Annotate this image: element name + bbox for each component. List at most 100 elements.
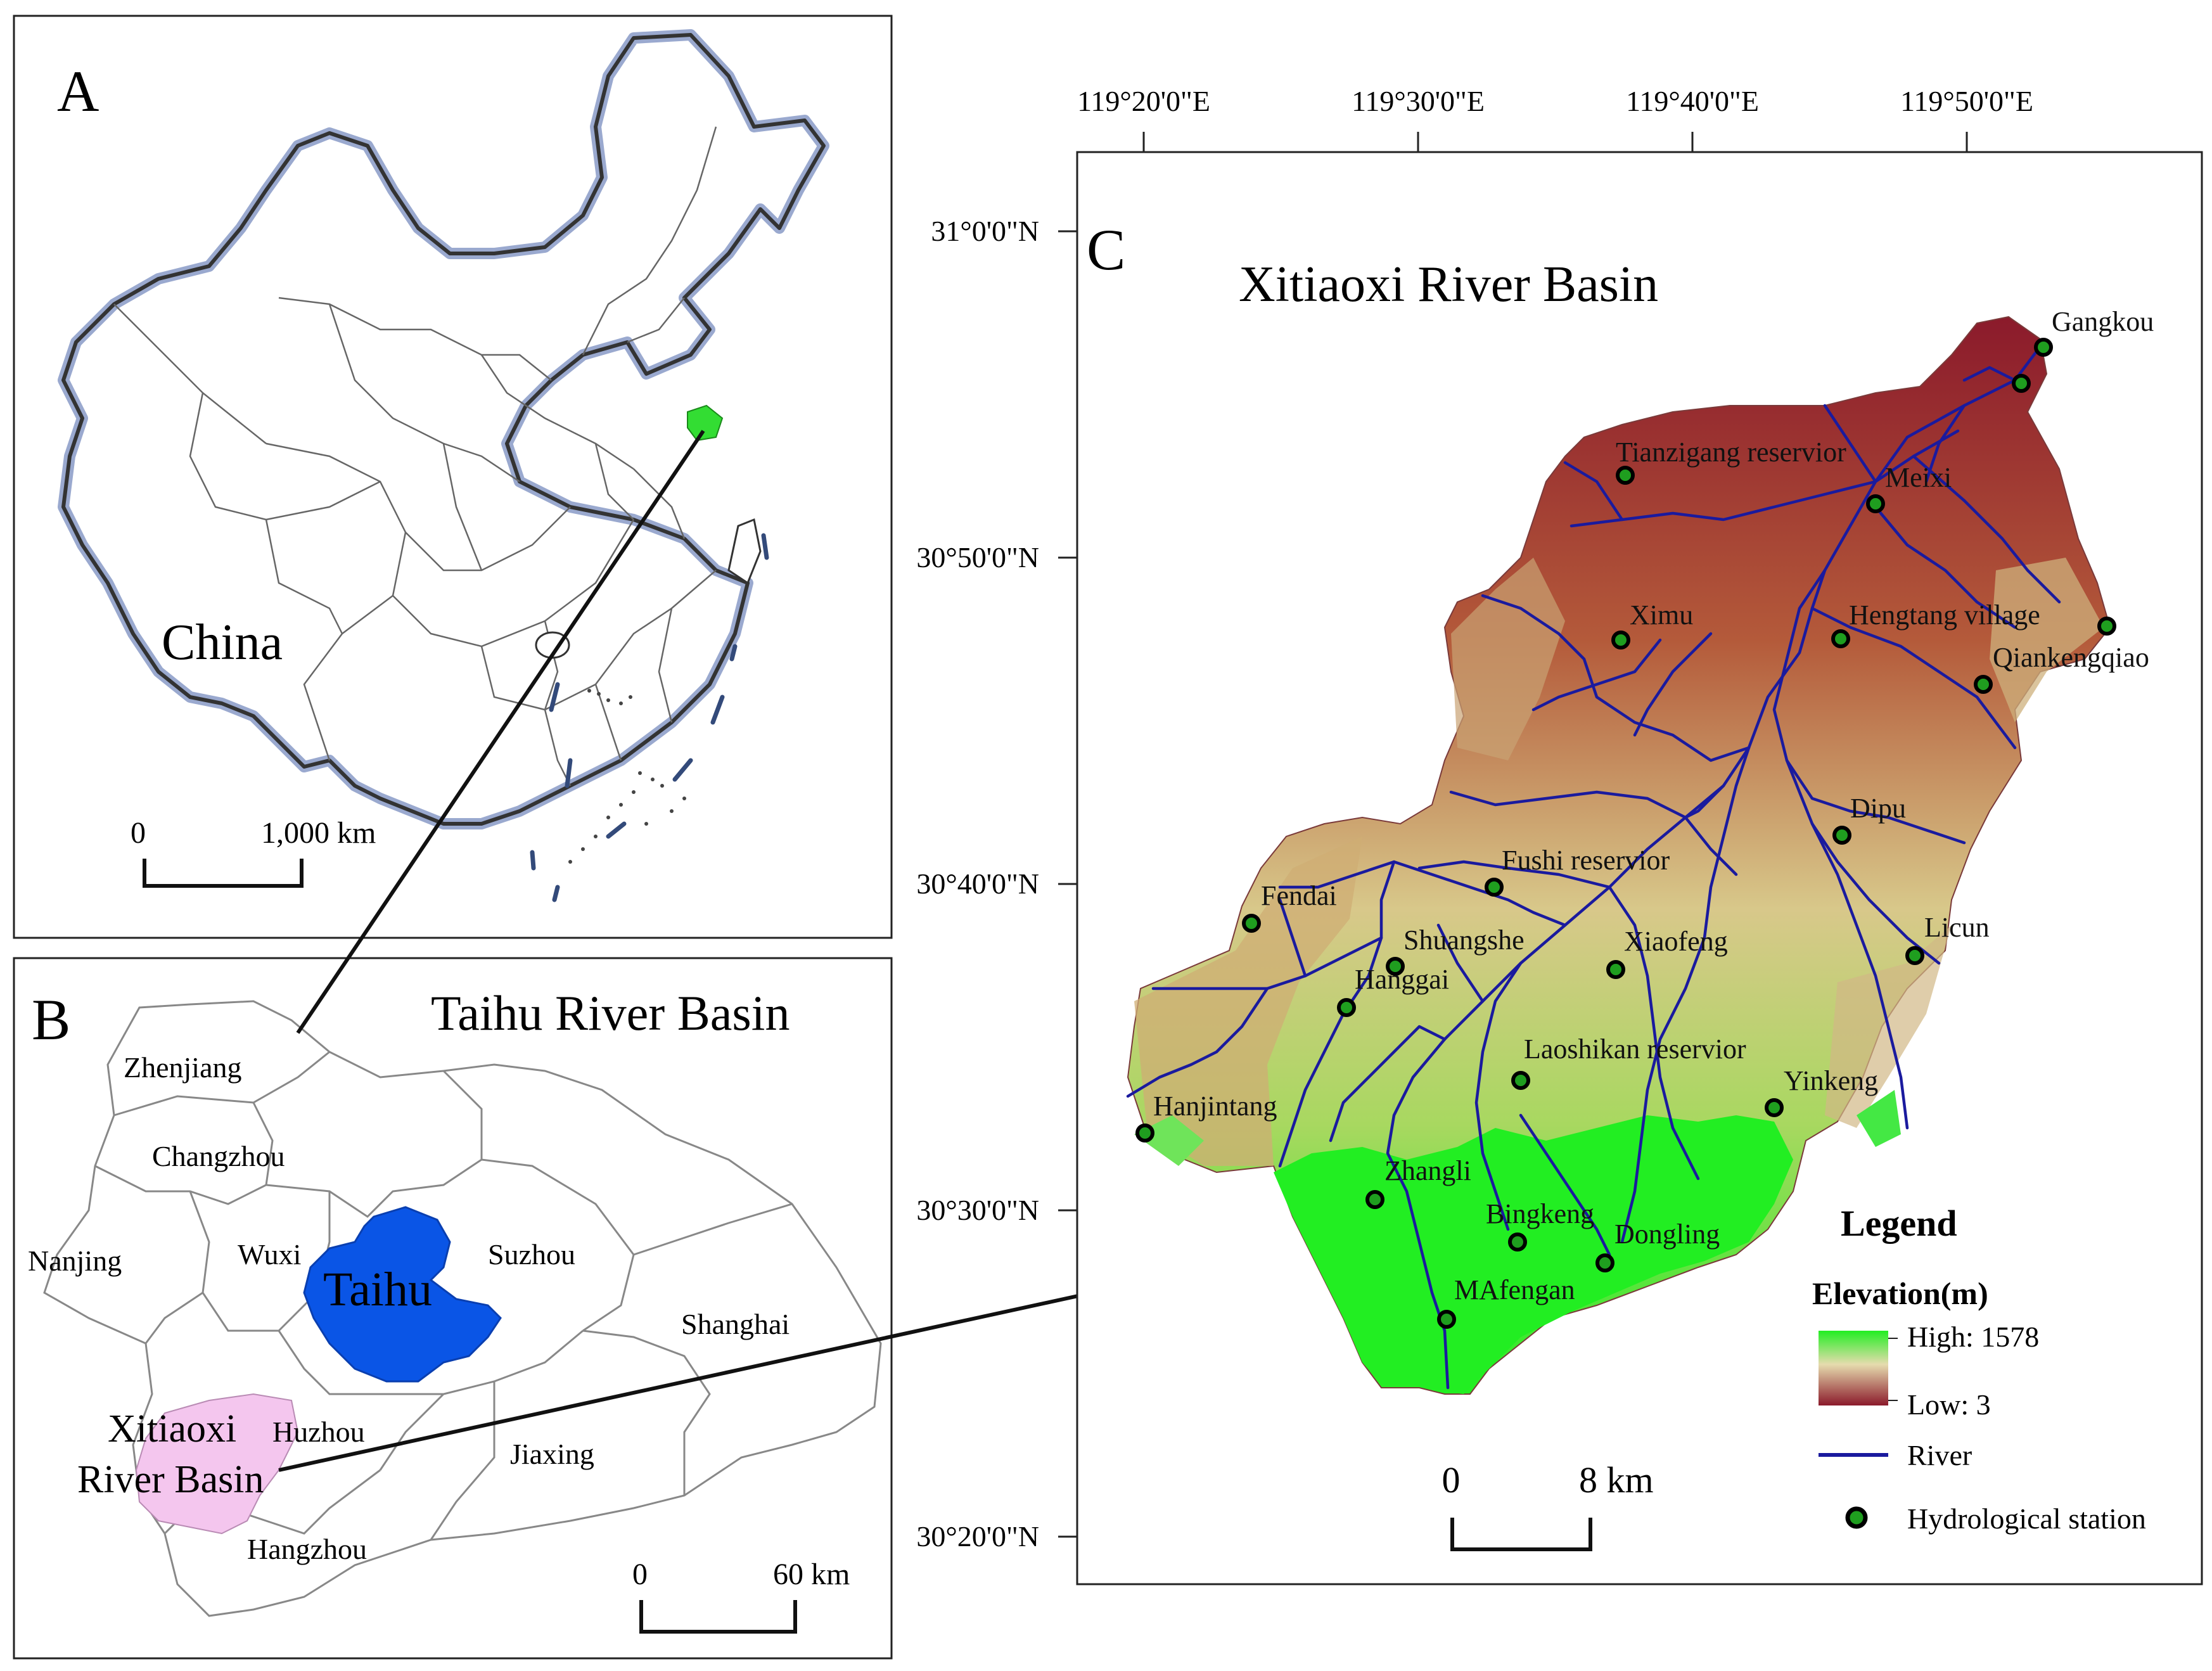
scale-bar-a: 0 1,000 km xyxy=(131,816,376,888)
city-label-jiaxing: Jiaxing xyxy=(510,1438,594,1470)
city-label-nanjing: Nanjing xyxy=(28,1245,122,1277)
scale-a-length: 1,000 km xyxy=(261,816,376,850)
lon-tick-4: 119°50'0"E xyxy=(1900,85,2033,117)
scale-bar-b: 0 60 km xyxy=(632,1558,850,1634)
hydrological-stations xyxy=(1135,338,2116,1329)
legend-high-label: High: 1578 xyxy=(1907,1321,2039,1353)
station-dot-icon xyxy=(1611,631,1630,650)
lat-tick-3: 30°40'0"N xyxy=(916,868,1039,900)
station-label-yinkeng: Yinkeng xyxy=(1784,1065,1878,1096)
longitude-ticks xyxy=(1142,132,1968,152)
city-label-suzhou: Suzhou xyxy=(488,1238,575,1271)
legend-elevation-ramp xyxy=(1819,1331,1888,1405)
scale-c-length: 8 km xyxy=(1579,1459,1654,1501)
scale-b-length: 60 km xyxy=(773,1558,850,1591)
xitiaoxi-basin-highlight xyxy=(135,1393,299,1535)
station-dot-icon xyxy=(1765,1098,1784,1117)
station-label-laoshikan: Laoshikan reservior xyxy=(1524,1034,1746,1065)
station-dot-icon xyxy=(1337,998,1356,1017)
station-dot-icon xyxy=(1866,494,1885,513)
taihu-lake xyxy=(303,1206,502,1383)
dem-midzone-west xyxy=(1134,836,1362,1166)
panel-a: A xyxy=(13,15,893,939)
station-dot-icon xyxy=(1905,946,1924,965)
lat-tick-4: 30°30'0"N xyxy=(916,1194,1039,1226)
station-dot-icon xyxy=(1831,629,1850,648)
city-label-changzhou: Changzhou xyxy=(152,1140,285,1172)
lake-label: Taihu xyxy=(323,1263,432,1316)
station-label-fendai: Fendai xyxy=(1261,880,1337,911)
city-label-hangzhou: Hangzhou xyxy=(247,1533,367,1565)
panel-b: B Taihu River Basin Zhenjiang Changzhou … xyxy=(13,957,893,1660)
nine-dash-line xyxy=(530,533,769,902)
station-labels: Gangkou Tianzigang reservior Meixi Hengt… xyxy=(1153,306,2154,1305)
city-label-wuxi: Wuxi xyxy=(238,1238,301,1271)
lat-tick-1: 31°0'0"N xyxy=(931,215,1039,247)
station-dot-icon xyxy=(2012,374,2031,393)
station-label-fushi: Fushi reservior xyxy=(1502,845,1670,876)
station-label-mafengan: MAfengan xyxy=(1454,1274,1575,1305)
station-dot-icon xyxy=(1616,466,1635,485)
station-dot-icon xyxy=(1606,960,1625,979)
panel-c: 119°20'0"E 119°30'0"E 119°40'0"E 119°50'… xyxy=(916,85,2203,1585)
latitude-ticks xyxy=(1058,230,1077,1538)
station-dot-icon xyxy=(1508,1232,1527,1252)
station-dot-icon xyxy=(1386,957,1405,976)
station-dot-icon xyxy=(1845,1506,1868,1529)
station-label-meixi: Meixi xyxy=(1885,462,1952,493)
station-label-shuangshe: Shuangshe xyxy=(1403,925,1525,956)
station-dot-icon xyxy=(1485,878,1504,897)
lat-tick-2: 30°50'0"N xyxy=(916,541,1039,573)
station-label-hanggai: Hanggai xyxy=(1355,964,1449,995)
basin-label-line1: Xitiaoxi xyxy=(108,1407,236,1450)
dem-midzone-north xyxy=(1451,558,1565,760)
station-dot-icon xyxy=(2097,617,2116,636)
scale-c-zero: 0 xyxy=(1442,1459,1461,1501)
lat-tick-5: 30°20'0"N xyxy=(916,1520,1039,1553)
legend-station-label: Hydrological station xyxy=(1907,1502,2146,1535)
station-dot-icon xyxy=(1365,1190,1384,1209)
main-river xyxy=(1386,340,2045,1390)
country-label: China xyxy=(162,615,283,670)
city-label-huzhou: Huzhou xyxy=(272,1416,365,1448)
station-label-bingkeng: Bingkeng xyxy=(1486,1198,1594,1229)
city-label-zhenjiang: Zhenjiang xyxy=(124,1051,242,1084)
legend-low-label: Low: 3 xyxy=(1907,1388,1991,1421)
station-label-ximu: Ximu xyxy=(1630,599,1693,631)
station-label-hengtang: Hengtang village xyxy=(1849,599,2040,631)
province-boundaries xyxy=(113,126,717,786)
station-label-qiankengqiao: Qiankengqiao xyxy=(1993,642,2149,673)
legend-river-label: River xyxy=(1907,1439,1972,1471)
panel-a-letter: A xyxy=(57,59,99,124)
station-dot-icon xyxy=(1595,1253,1614,1272)
scale-bar-c: 0 8 km xyxy=(1442,1459,1654,1551)
station-label-dongling: Dongling xyxy=(1614,1219,1720,1250)
station-label-dipu: Dipu xyxy=(1850,793,1906,824)
station-dot-icon xyxy=(1242,914,1261,933)
dem-highland-north-patch xyxy=(1857,1090,1901,1147)
station-label-gangkou: Gangkou xyxy=(2052,306,2154,337)
station-label-tianzigang: Tianzigang reservior xyxy=(1616,437,1846,468)
legend: Legend Elevation(m) High: 1578 Low: 3 Ri… xyxy=(1812,1203,2146,1535)
river-network xyxy=(1126,340,2061,1390)
lon-tick-1: 119°20'0"E xyxy=(1077,85,1210,117)
station-dot-icon xyxy=(1135,1124,1154,1143)
taiwan-outline xyxy=(727,518,762,585)
station-label-licun: Licun xyxy=(1924,912,1990,943)
panel-b-title: Taihu River Basin xyxy=(431,985,790,1040)
station-label-xiaofeng: Xiaofeng xyxy=(1624,926,1728,957)
scale-b-zero: 0 xyxy=(632,1558,648,1591)
islands-dots xyxy=(568,689,686,864)
station-dot-icon xyxy=(1974,675,1993,694)
basin-location-marker xyxy=(687,404,724,442)
legend-elevation-title: Elevation(m) xyxy=(1812,1276,1988,1311)
legend-title: Legend xyxy=(1841,1203,1957,1244)
panel-c-title: Xitiaoxi River Basin xyxy=(1239,257,1658,312)
station-dot-icon xyxy=(1437,1310,1456,1329)
station-label-hanjintang: Hanjintang xyxy=(1153,1091,1277,1122)
station-dot-icon xyxy=(2034,338,2053,357)
scale-a-zero: 0 xyxy=(131,816,146,850)
city-label-shanghai: Shanghai xyxy=(681,1308,790,1340)
dem-midzone-east xyxy=(1990,558,2104,722)
